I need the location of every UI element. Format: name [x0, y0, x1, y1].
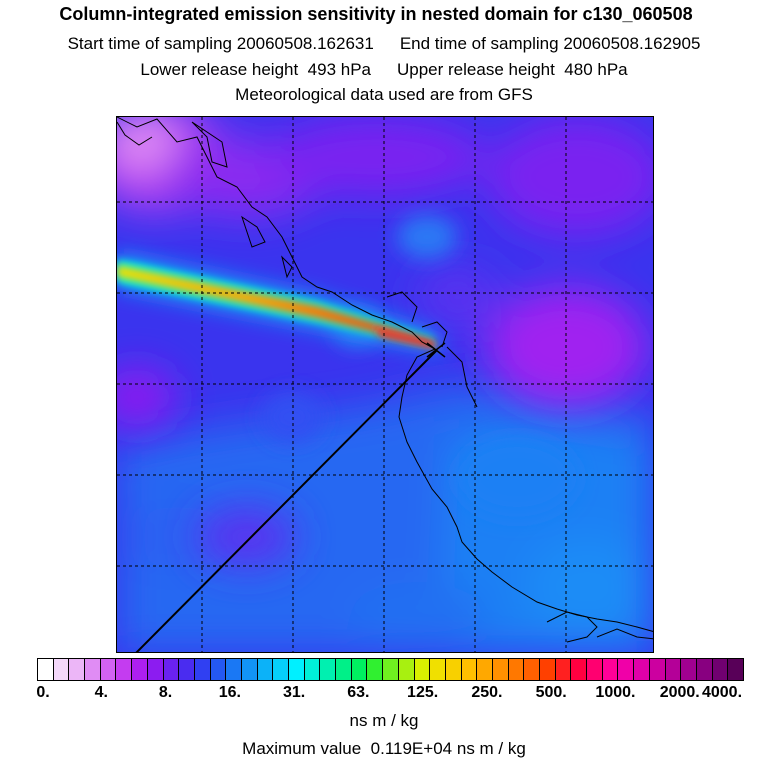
map-svg	[117, 117, 653, 652]
colorbar-segment	[492, 659, 509, 680]
end-time: End time of sampling 20060508.162905	[400, 34, 701, 54]
colorbar-segment	[85, 659, 101, 680]
colorbar-segment	[602, 659, 619, 680]
colorbar-tick-label: 4000.	[701, 684, 743, 701]
colorbar	[37, 658, 744, 681]
colorbar-tick-label: 1000.	[595, 684, 636, 701]
colorbar-segment	[241, 659, 258, 680]
maximum-value: Maximum value 0.119E+04 ns m / kg	[0, 739, 768, 759]
colorbar-segment	[649, 659, 666, 680]
colorbar-segment	[257, 659, 274, 680]
colorbar-segment	[69, 659, 86, 680]
colorbar-segment	[351, 659, 368, 680]
colorbar-segment	[194, 659, 211, 680]
colorbar-segment	[100, 659, 117, 680]
sensitivity-map	[116, 116, 654, 653]
colorbar-segment	[681, 659, 697, 680]
colorbar-tick-label: 0.	[36, 684, 50, 701]
lower-release-value: 493 hPa	[307, 60, 371, 79]
colorbar-tick-label: 4.	[94, 684, 108, 701]
colorbar-ticks: 0. 4. 8. 16. 31. 63. 125. 250. 500. 1000. 2000. 400…	[36, 684, 744, 704]
lower-release: Lower release height 493 hPa	[140, 60, 371, 80]
start-time-value: 20060508.162631	[236, 34, 374, 53]
lower-release-label: Lower release height	[140, 60, 299, 79]
colorbar-segment	[398, 659, 415, 680]
colorbar-segment	[696, 659, 713, 680]
maximum-label: Maximum value	[242, 739, 362, 758]
colorbar-segment	[132, 659, 148, 680]
colorbar-segment	[320, 659, 337, 680]
sampling-times: Start time of sampling 20060508.162631 En…	[0, 34, 768, 54]
colorbar-segment	[665, 659, 682, 680]
colorbar-segment	[540, 659, 556, 680]
colorbar-segment	[147, 659, 164, 680]
plume	[117, 252, 442, 353]
met-source: Meteorological data used are from GFS	[235, 85, 533, 104]
colorbar-segment	[179, 659, 195, 680]
colorbar-segment	[477, 659, 493, 680]
colorbar-segment	[430, 659, 446, 680]
colorbar-segment	[116, 659, 133, 680]
colorbar-segment	[524, 659, 540, 680]
end-time-value: 20060508.162905	[563, 34, 701, 53]
colorbar-tick-label: 500.	[535, 684, 567, 701]
colorbar-segment	[445, 659, 462, 680]
end-time-label: End time of sampling	[399, 34, 559, 53]
colorbar-segment	[53, 659, 70, 680]
coastlines	[117, 117, 653, 643]
colorbar-segment	[383, 659, 399, 680]
maximum-units: ns m / kg	[456, 739, 526, 758]
colorbar-segment	[273, 659, 289, 680]
plot-title: Column-integrated emission sensitivity i…	[59, 4, 693, 24]
colorbar-tick-label: 63.	[347, 684, 370, 701]
colorbar-tick-label: 2000.	[659, 684, 700, 701]
colorbar-segment	[728, 659, 743, 680]
colorbar-segment	[555, 659, 572, 680]
colorbar-tick-label: 125.	[407, 684, 439, 701]
colorbar-tick-label: 31.	[282, 684, 306, 701]
colorbar-segment	[634, 659, 650, 680]
upper-release: Upper release height 480 hPa	[397, 60, 628, 80]
colorbar-segment	[367, 659, 384, 680]
upper-release-label: Upper release height	[397, 60, 555, 79]
release-marker	[426, 342, 446, 358]
colorbar-segment	[414, 659, 431, 680]
colorbar-segment	[712, 659, 729, 680]
colorbar-segment	[289, 659, 305, 680]
upper-release-value: 480 hPa	[564, 60, 628, 79]
start-time: Start time of sampling 20060508.162631	[68, 34, 374, 54]
colorbar-segment	[336, 659, 352, 680]
colorbar-units: ns m / kg	[349, 711, 419, 730]
maximum-number: 0.119E+04	[370, 739, 453, 758]
start-time-label: Start time of sampling	[67, 34, 232, 53]
colorbar-tick-label: 16.	[218, 684, 241, 701]
colorbar-tick-label: 8.	[158, 684, 173, 701]
colorbar-segment	[210, 659, 227, 680]
magenta-regions	[117, 117, 653, 567]
colorbar-segment	[226, 659, 242, 680]
colorbar-segment	[571, 659, 588, 680]
colorbar-tick-label: 250.	[471, 684, 503, 701]
colorbar-segment	[508, 659, 525, 680]
colorbar-segment	[38, 659, 54, 680]
flight-track	[135, 349, 438, 652]
colorbar-segment	[461, 659, 478, 680]
colorbar-segment	[304, 659, 321, 680]
colorbar-segment	[163, 659, 180, 680]
colorbar-segment	[618, 659, 635, 680]
colorbar-segment	[587, 659, 603, 680]
release-heights: Lower release height 493 hPa Upper releas…	[0, 60, 768, 80]
